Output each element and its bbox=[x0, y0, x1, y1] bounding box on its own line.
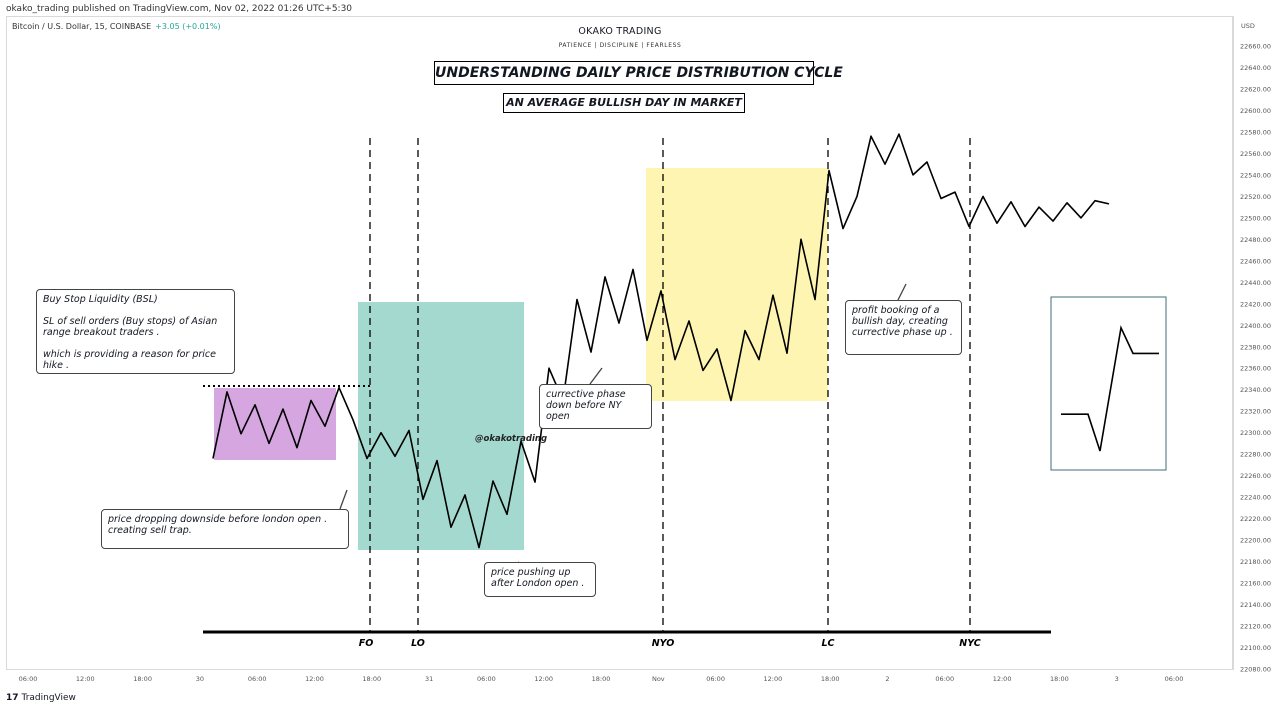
session-label: NYO bbox=[652, 638, 675, 649]
x-tick-label: 06:00 bbox=[477, 675, 496, 683]
tradingview-label: TradingView bbox=[21, 693, 76, 703]
x-tick-label: 31 bbox=[425, 675, 433, 683]
callout-pointer bbox=[589, 367, 603, 385]
y-tick-label: 22580.00 bbox=[1240, 128, 1271, 136]
x-tick-label: 12:00 bbox=[76, 675, 95, 683]
y-tick-label: 22460.00 bbox=[1240, 257, 1271, 265]
session-label: NYC bbox=[959, 638, 980, 649]
y-tick-label: 22540.00 bbox=[1240, 171, 1271, 179]
x-tick-label: 2 bbox=[885, 675, 889, 683]
note-bsl: Buy Stop Liquidity (BSL) SL of sell orde… bbox=[36, 289, 235, 374]
y-tick-label: 22320.00 bbox=[1240, 408, 1271, 416]
y-tick-label: 22220.00 bbox=[1240, 515, 1271, 523]
price-line-layer bbox=[212, 133, 1110, 549]
y-tick-label: 22360.00 bbox=[1240, 365, 1271, 373]
x-tick-label: 12:00 bbox=[764, 675, 783, 683]
x-tick-label: 18:00 bbox=[1050, 675, 1069, 683]
x-tick-label: 3 bbox=[1115, 675, 1119, 683]
reference-line bbox=[1061, 325, 1159, 452]
y-tick-label: 22300.00 bbox=[1240, 429, 1271, 437]
x-tick-label: 06:00 bbox=[19, 675, 38, 683]
y-tick-label: 22120.00 bbox=[1240, 623, 1271, 631]
x-tick-label: 12:00 bbox=[534, 675, 553, 683]
y-tick-label: 22240.00 bbox=[1240, 494, 1271, 502]
symbol-label: Bitcoin / U.S. Dollar, 15, COINBASE bbox=[12, 22, 152, 31]
session-label: LC bbox=[821, 638, 834, 649]
symbol-info[interactable]: Bitcoin / U.S. Dollar, 15, COINBASE +3.05… bbox=[12, 22, 221, 31]
session-label: LO bbox=[411, 638, 425, 649]
callout-pointer bbox=[339, 489, 348, 510]
x-tick-label: 06:00 bbox=[1165, 675, 1184, 683]
y-tick-label: 22480.00 bbox=[1240, 236, 1271, 244]
x-tick-label: 06:00 bbox=[935, 675, 954, 683]
x-tick-label: 18:00 bbox=[362, 675, 381, 683]
x-tick-label: 30 bbox=[196, 675, 204, 683]
y-tick-label: 22560.00 bbox=[1240, 150, 1271, 158]
y-tick-label: 22400.00 bbox=[1240, 322, 1271, 330]
x-tick-label: 18:00 bbox=[821, 675, 840, 683]
tradingview-footer[interactable]: 17 TradingView bbox=[6, 693, 76, 703]
price-line bbox=[212, 133, 1110, 549]
watermark: @okakotrading bbox=[475, 434, 547, 444]
y-tick-label: 22080.00 bbox=[1240, 666, 1271, 674]
y-tick-label: 22380.00 bbox=[1240, 343, 1271, 351]
y-tick-label: 22440.00 bbox=[1240, 279, 1271, 287]
axis-layer: USD 22080.00 22100.00 22120.00 22140.00 22160… bbox=[19, 22, 1271, 683]
brand-tagline: PATIENCE | DISCIPLINE | FEARLESS bbox=[558, 42, 682, 49]
session-label: FO bbox=[359, 638, 374, 649]
price-change: +3.05 (+0.01%) bbox=[155, 22, 221, 31]
y-tick-label: 22180.00 bbox=[1240, 558, 1271, 566]
y-tick-label: 22140.00 bbox=[1240, 601, 1271, 609]
tradingview-logo-icon: 17 bbox=[6, 693, 19, 703]
ny-zone bbox=[646, 168, 828, 401]
asian-range-zone bbox=[214, 388, 336, 460]
note-sell-trap: price dropping downside before london op… bbox=[101, 509, 349, 549]
note-london-push: price pushing up after London open . bbox=[484, 562, 596, 597]
y-tick-label: 22660.00 bbox=[1240, 43, 1271, 51]
y-tick-label: 22520.00 bbox=[1240, 193, 1271, 201]
x-tick-label: 12:00 bbox=[993, 675, 1012, 683]
reference-chart bbox=[1050, 296, 1167, 471]
note-ny-correction: currective phase down before NY open bbox=[539, 384, 652, 429]
publish-line: okako_trading published on TradingView.c… bbox=[6, 4, 353, 14]
y-tick-label: 22100.00 bbox=[1240, 644, 1271, 652]
x-tick-label: 06:00 bbox=[706, 675, 725, 683]
y-tick-label: 22340.00 bbox=[1240, 386, 1271, 394]
x-tick-label: 12:00 bbox=[305, 675, 324, 683]
chart-title: UNDERSTANDING DAILY PRICE DISTRIBUTION C… bbox=[434, 61, 843, 85]
y-tick-label: 22200.00 bbox=[1240, 537, 1271, 545]
y-tick-label: 22620.00 bbox=[1240, 85, 1271, 93]
zone-layer bbox=[203, 168, 1051, 634]
reference-frame bbox=[1050, 296, 1167, 471]
y-tick-label: 22640.00 bbox=[1240, 64, 1271, 72]
x-tick-label: 06:00 bbox=[248, 675, 267, 683]
y-tick-label: 22420.00 bbox=[1240, 300, 1271, 308]
chart-subtitle: AN AVERAGE BULLISH DAY IN MARKET bbox=[503, 93, 745, 113]
price-axis[interactable] bbox=[1233, 16, 1280, 670]
x-tick-label: 18:00 bbox=[592, 675, 611, 683]
y-tick-label: 22500.00 bbox=[1240, 214, 1271, 222]
y-tick-label: 22160.00 bbox=[1240, 580, 1271, 588]
brand-name: OKAKO TRADING bbox=[578, 26, 662, 37]
x-tick-label: Nov bbox=[652, 675, 665, 683]
london-zone bbox=[358, 302, 524, 550]
y-tick-label: 22600.00 bbox=[1240, 107, 1271, 115]
currency-label: USD bbox=[1241, 22, 1255, 30]
y-tick-label: 22280.00 bbox=[1240, 451, 1271, 459]
note-profit-booking: profit booking of a bullish day, creatin… bbox=[845, 300, 962, 355]
callout-pointer bbox=[897, 283, 907, 301]
y-tick-label: 22260.00 bbox=[1240, 472, 1271, 480]
x-tick-label: 18:00 bbox=[133, 675, 152, 683]
